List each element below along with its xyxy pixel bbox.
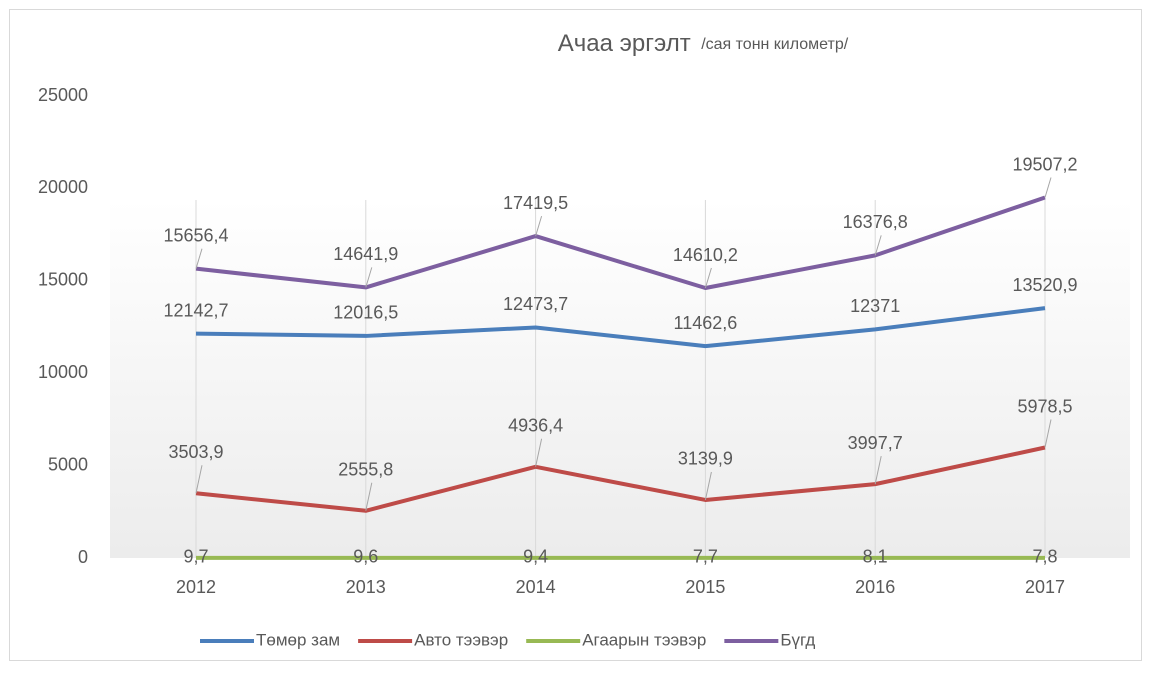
- data-label: 12016,5: [333, 303, 398, 323]
- x-tick-label: 2017: [1025, 577, 1065, 597]
- data-label: 12473,7: [503, 294, 568, 314]
- data-label: 14610,2: [673, 245, 738, 265]
- data-label: 3139,9: [678, 449, 733, 469]
- x-tick-label: 2016: [855, 577, 895, 597]
- data-label: 12142,7: [163, 300, 228, 320]
- data-label: 8,1: [863, 547, 888, 567]
- data-label: 16376,8: [843, 212, 908, 232]
- legend-label: Авто тээвэр: [414, 630, 508, 649]
- data-label: 11462,6: [674, 313, 738, 333]
- data-label: 15656,4: [163, 225, 228, 245]
- subtitle: /сая тонн километр/: [701, 36, 849, 53]
- data-label: 5978,5: [1017, 396, 1072, 416]
- y-tick-label: 25000: [38, 85, 88, 105]
- data-label: 9,7: [183, 547, 208, 567]
- title: Ачаа эргэлт: [558, 30, 691, 57]
- x-tick-label: 2014: [516, 577, 556, 597]
- data-label: 19507,2: [1012, 154, 1077, 174]
- x-tick-label: 2012: [176, 577, 216, 597]
- data-label: 17419,5: [503, 193, 568, 213]
- y-tick-label: 10000: [38, 362, 88, 382]
- y-tick-label: 20000: [38, 177, 88, 197]
- data-label: 2555,8: [338, 460, 393, 480]
- x-tick-label: 2015: [685, 577, 725, 597]
- y-tick-label: 15000: [38, 270, 88, 290]
- data-label: 9,6: [353, 547, 378, 567]
- y-tick-label: 5000: [48, 454, 88, 474]
- y-tick-label: 0: [78, 547, 88, 567]
- legend-label: Бүгд: [780, 630, 815, 649]
- data-label: 12371: [850, 296, 900, 316]
- data-label: 7,7: [693, 547, 718, 567]
- data-label: 4936,4: [508, 416, 563, 436]
- data-label: 13520,9: [1012, 275, 1077, 295]
- data-label: 7,8: [1032, 547, 1057, 567]
- data-label: 3503,9: [168, 442, 223, 462]
- legend-label: Төмөр зам: [256, 630, 340, 649]
- data-label: 9,4: [523, 547, 548, 567]
- plot-background: [110, 200, 1130, 558]
- data-label: 3997,7: [848, 433, 903, 453]
- data-label: 14641,9: [333, 244, 398, 264]
- legend-label: Агаарын тээвэр: [582, 630, 706, 649]
- x-tick-label: 2013: [346, 577, 386, 597]
